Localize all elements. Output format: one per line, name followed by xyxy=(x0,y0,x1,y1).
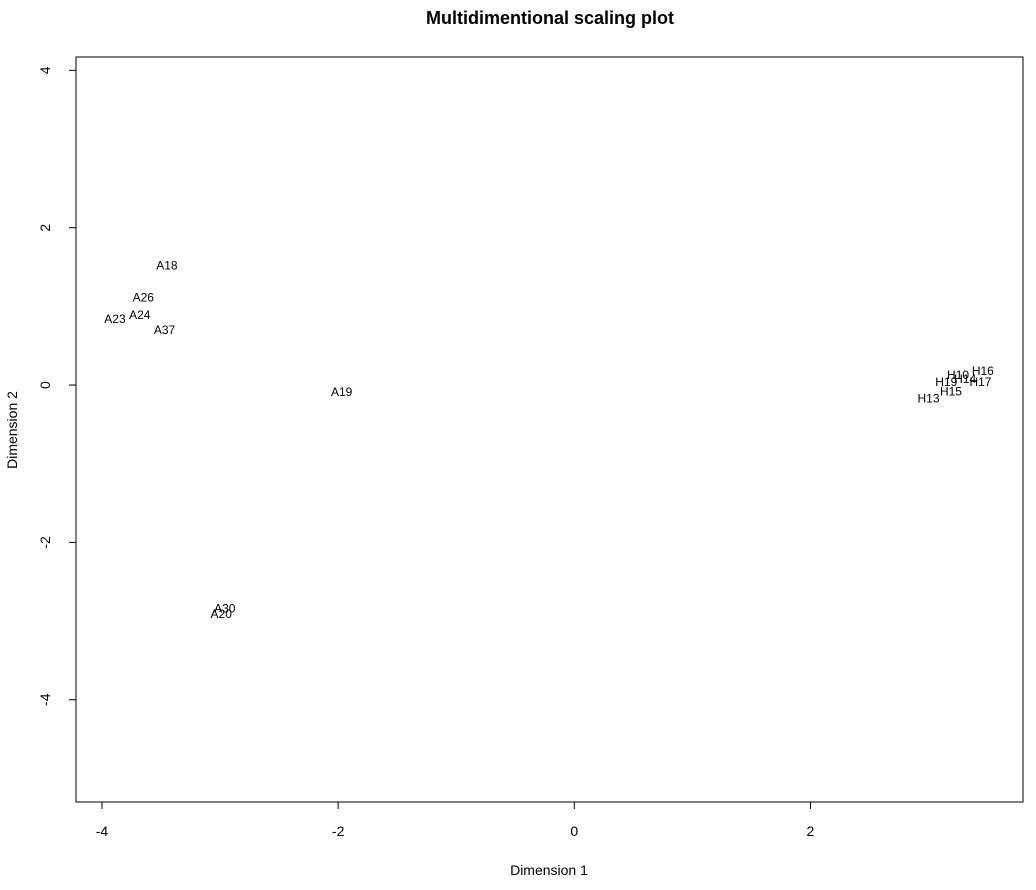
point-label-a30: A30 xyxy=(214,601,236,615)
y-tick-label: 2 xyxy=(37,224,53,232)
x-tick-label: -2 xyxy=(332,823,345,839)
point-label-a23: A23 xyxy=(104,312,126,326)
point-label-a24: A24 xyxy=(129,308,151,322)
x-tick-label: 2 xyxy=(807,823,815,839)
x-tick-label: 0 xyxy=(570,823,578,839)
plot-frame xyxy=(75,56,1024,803)
y-tick-label: 0 xyxy=(37,381,53,389)
chart-title: Multidimentional scaling plot xyxy=(425,8,674,28)
point-label-a19: A19 xyxy=(331,385,353,399)
point-label-h15: H15 xyxy=(940,384,962,398)
point-label-h19: H19 xyxy=(935,375,957,389)
y-axis-label: Dimension 2 xyxy=(4,391,20,469)
x-axis-label: Dimension 1 xyxy=(510,862,588,878)
y-tick-label: 4 xyxy=(37,66,53,74)
point-label-h13: H13 xyxy=(918,391,940,405)
point-label-h16: H16 xyxy=(972,364,994,378)
y-tick-label: -2 xyxy=(37,536,53,549)
y-tick-label: -4 xyxy=(37,693,53,706)
x-tick-label: -4 xyxy=(96,823,109,839)
point-label-a26: A26 xyxy=(133,291,155,305)
point-label-a37: A37 xyxy=(154,323,176,337)
point-label-a18: A18 xyxy=(156,258,178,272)
y-axis: -4 -2 0 2 4 xyxy=(37,66,77,706)
point-label-h14: H14 xyxy=(954,372,976,386)
point-label-a20: A20 xyxy=(211,607,233,621)
point-label-h17: H17 xyxy=(969,375,991,389)
x-axis: -4 -2 0 2 xyxy=(96,801,815,839)
point-label-h10: H10 xyxy=(947,368,969,382)
